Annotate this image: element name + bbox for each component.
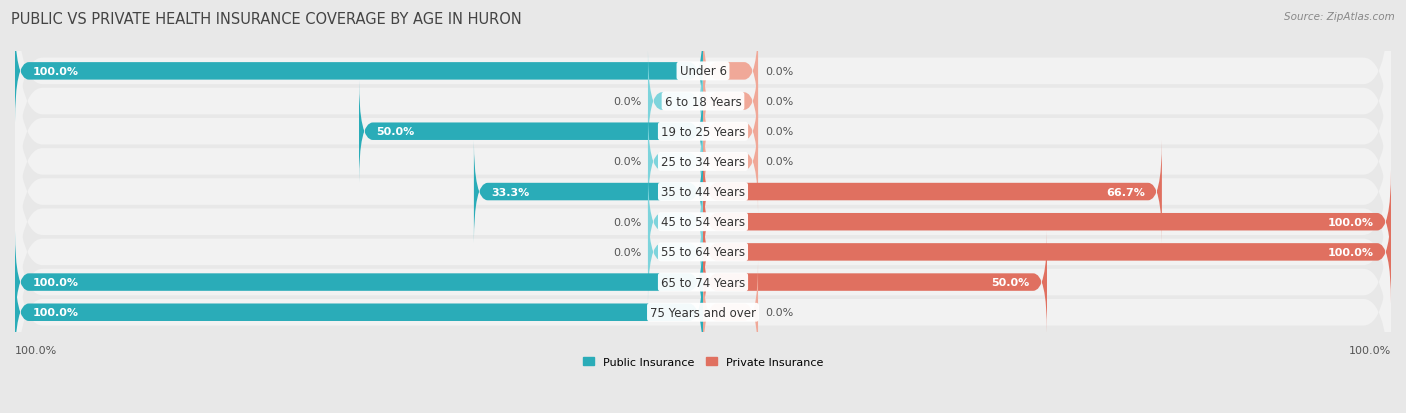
Text: 50.0%: 50.0% <box>377 127 415 137</box>
FancyBboxPatch shape <box>15 205 1391 413</box>
FancyBboxPatch shape <box>648 201 703 304</box>
FancyBboxPatch shape <box>703 140 1161 244</box>
Text: 100.0%: 100.0% <box>1348 346 1391 356</box>
Text: 35 to 44 Years: 35 to 44 Years <box>661 185 745 199</box>
FancyBboxPatch shape <box>15 231 703 334</box>
Text: PUBLIC VS PRIVATE HEALTH INSURANCE COVERAGE BY AGE IN HURON: PUBLIC VS PRIVATE HEALTH INSURANCE COVER… <box>11 12 522 27</box>
FancyBboxPatch shape <box>703 201 1391 304</box>
FancyBboxPatch shape <box>15 175 1391 389</box>
FancyBboxPatch shape <box>474 140 703 244</box>
Text: 100.0%: 100.0% <box>15 346 58 356</box>
Text: 100.0%: 100.0% <box>32 308 79 318</box>
Text: 6 to 18 Years: 6 to 18 Years <box>665 95 741 108</box>
Text: 65 to 74 Years: 65 to 74 Years <box>661 276 745 289</box>
FancyBboxPatch shape <box>15 55 1391 269</box>
Text: 0.0%: 0.0% <box>765 308 793 318</box>
Text: 0.0%: 0.0% <box>613 97 641 107</box>
FancyBboxPatch shape <box>703 50 758 153</box>
Text: 0.0%: 0.0% <box>613 217 641 227</box>
FancyBboxPatch shape <box>15 145 1391 359</box>
FancyBboxPatch shape <box>15 20 703 123</box>
FancyBboxPatch shape <box>703 111 758 214</box>
Text: 100.0%: 100.0% <box>1327 247 1374 257</box>
Legend: Public Insurance, Private Insurance: Public Insurance, Private Insurance <box>579 352 827 371</box>
Text: Source: ZipAtlas.com: Source: ZipAtlas.com <box>1284 12 1395 22</box>
FancyBboxPatch shape <box>648 111 703 214</box>
FancyBboxPatch shape <box>15 0 1391 179</box>
Text: 55 to 64 Years: 55 to 64 Years <box>661 246 745 259</box>
FancyBboxPatch shape <box>15 85 1391 299</box>
Text: 100.0%: 100.0% <box>32 67 79 77</box>
FancyBboxPatch shape <box>703 171 1391 274</box>
FancyBboxPatch shape <box>15 261 703 364</box>
Text: 100.0%: 100.0% <box>32 278 79 287</box>
Text: 100.0%: 100.0% <box>1327 217 1374 227</box>
Text: 75 Years and over: 75 Years and over <box>650 306 756 319</box>
Text: 19 to 25 Years: 19 to 25 Years <box>661 126 745 138</box>
FancyBboxPatch shape <box>648 50 703 153</box>
FancyBboxPatch shape <box>703 81 758 183</box>
FancyBboxPatch shape <box>15 25 1391 239</box>
Text: Under 6: Under 6 <box>679 65 727 78</box>
FancyBboxPatch shape <box>359 81 703 183</box>
Text: 0.0%: 0.0% <box>765 127 793 137</box>
Text: 0.0%: 0.0% <box>765 97 793 107</box>
FancyBboxPatch shape <box>703 261 758 364</box>
Text: 25 to 34 Years: 25 to 34 Years <box>661 156 745 169</box>
Text: 45 to 54 Years: 45 to 54 Years <box>661 216 745 229</box>
Text: 66.7%: 66.7% <box>1107 187 1144 197</box>
Text: 0.0%: 0.0% <box>765 67 793 77</box>
Text: 0.0%: 0.0% <box>613 157 641 167</box>
FancyBboxPatch shape <box>703 231 1047 334</box>
FancyBboxPatch shape <box>648 171 703 274</box>
Text: 0.0%: 0.0% <box>765 157 793 167</box>
Text: 0.0%: 0.0% <box>613 247 641 257</box>
Text: 33.3%: 33.3% <box>491 187 529 197</box>
FancyBboxPatch shape <box>703 20 758 123</box>
Text: 50.0%: 50.0% <box>991 278 1029 287</box>
FancyBboxPatch shape <box>15 115 1391 329</box>
FancyBboxPatch shape <box>15 0 1391 209</box>
